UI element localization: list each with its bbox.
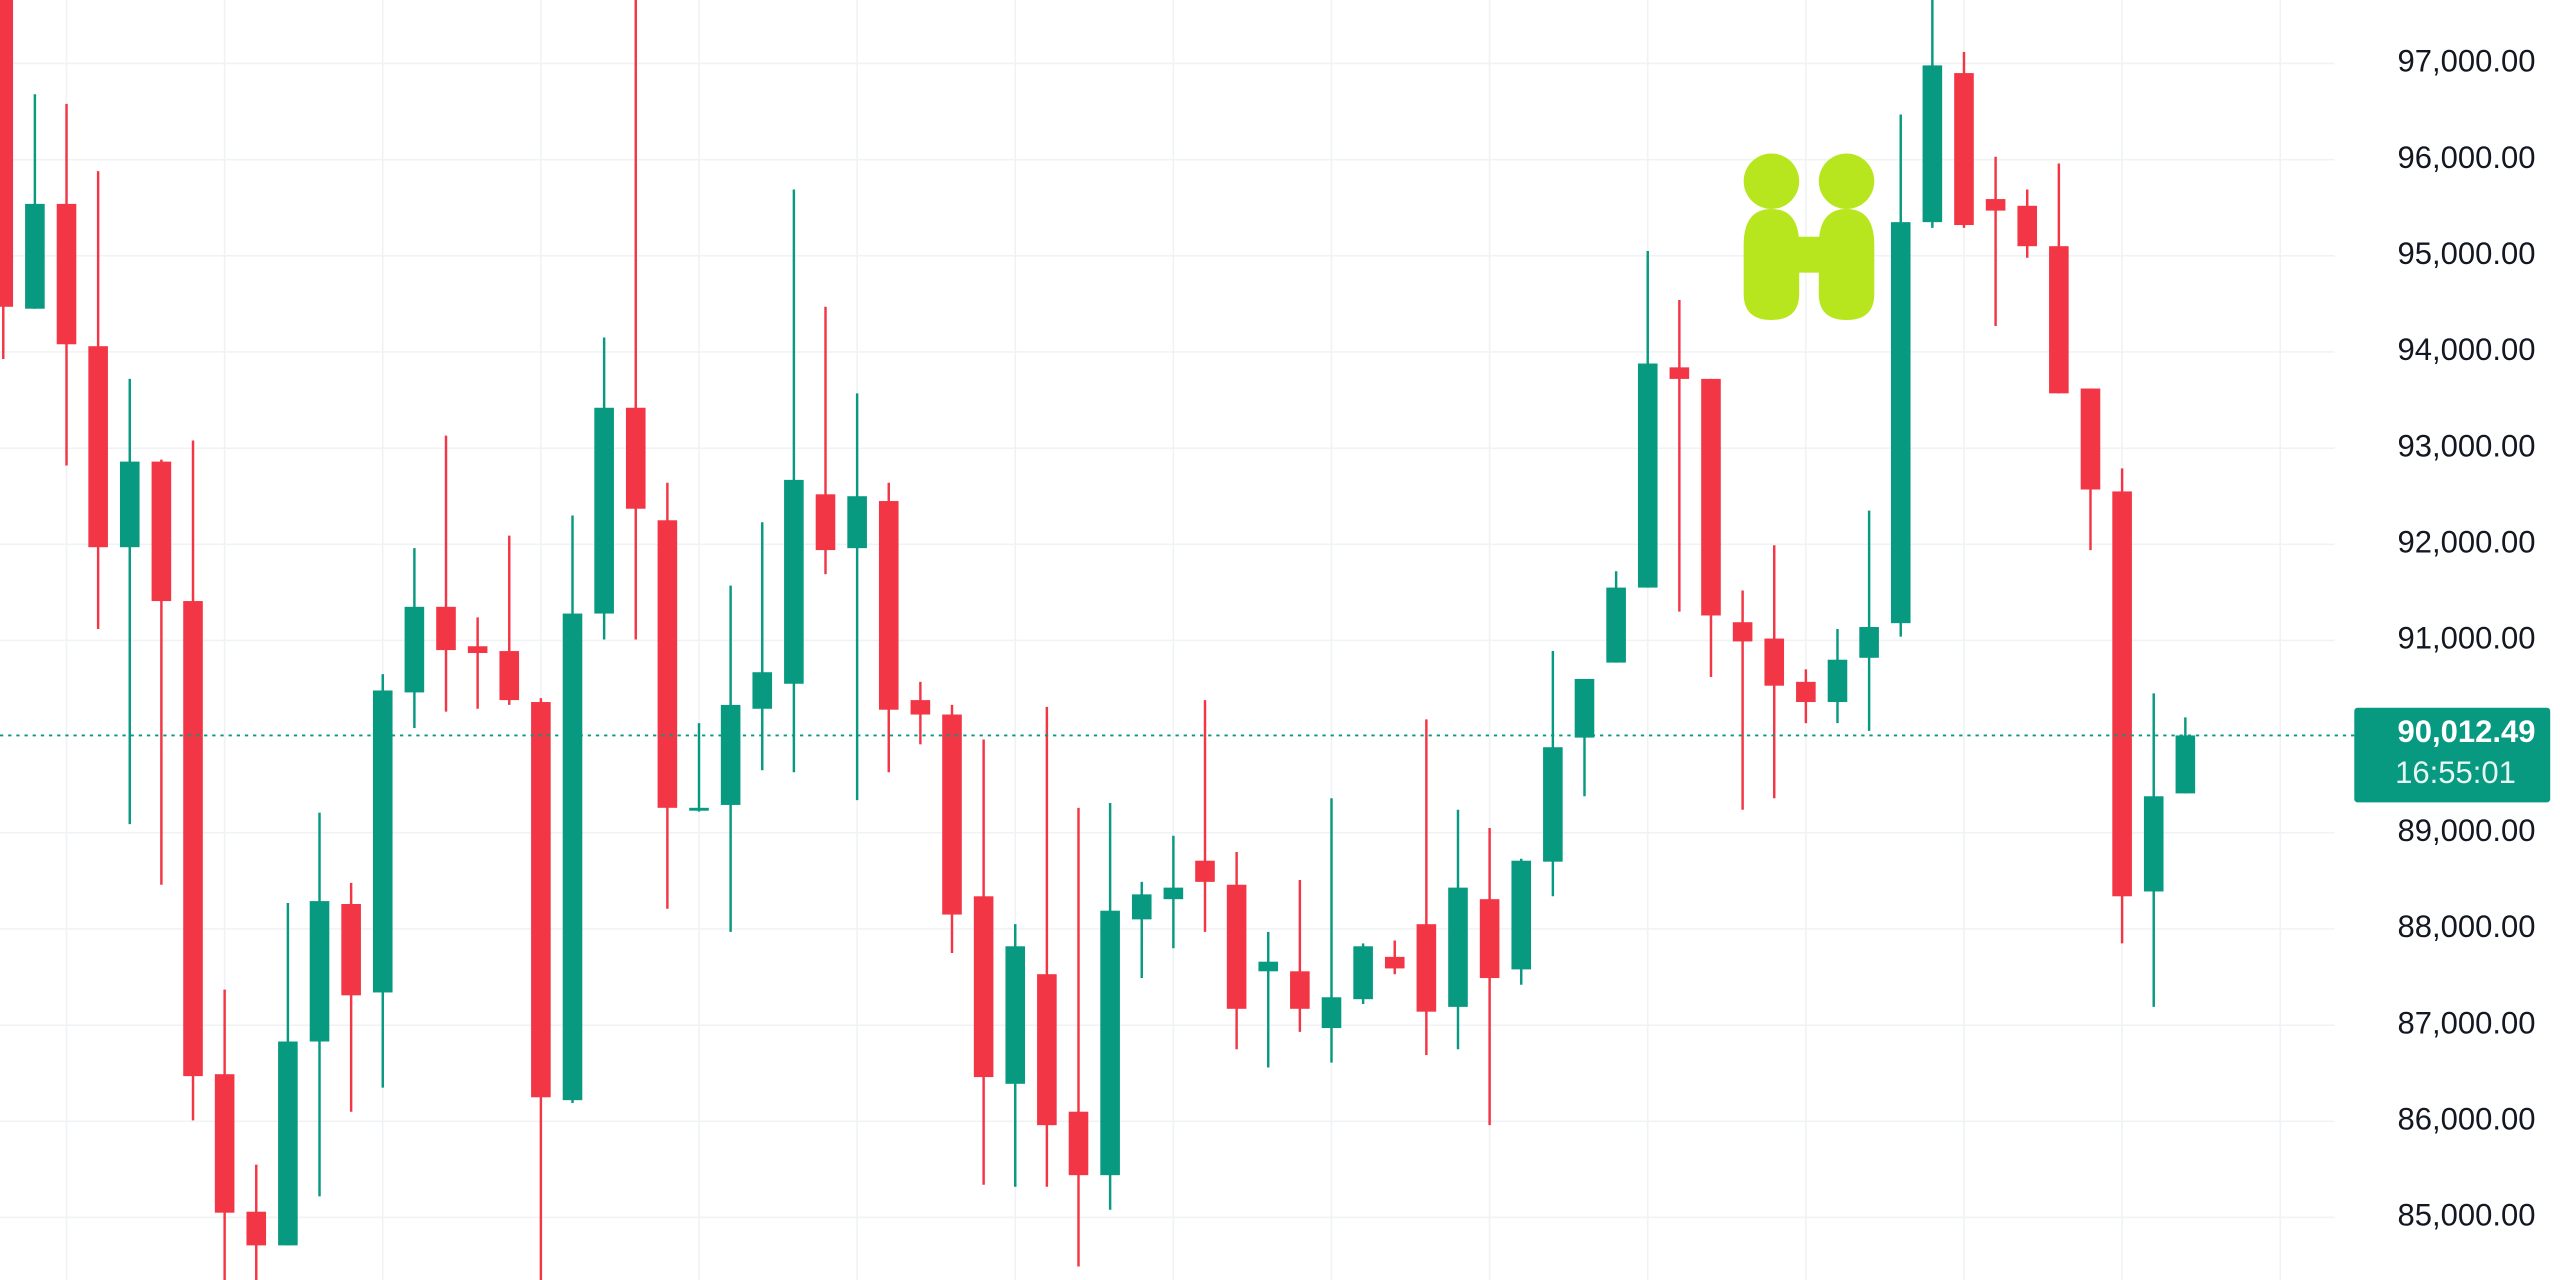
y-tick-label: 89,000.00 xyxy=(2398,813,2536,848)
candle-body xyxy=(1511,860,1532,970)
current-price-label: 90,012.49 xyxy=(2398,714,2536,749)
candle-body xyxy=(1131,894,1152,920)
logo-shape xyxy=(1789,236,1829,273)
y-tick-label: 93,000.00 xyxy=(2398,428,2536,463)
candle-body xyxy=(278,1041,298,1246)
candle-body xyxy=(784,479,804,684)
y-tick-label: 94,000.00 xyxy=(2398,332,2536,367)
candle-body xyxy=(1701,378,1721,616)
y-tick-label: 96,000.00 xyxy=(2398,140,2536,175)
candle-body xyxy=(56,203,77,345)
candle-body xyxy=(2112,491,2132,897)
candle-body xyxy=(973,896,994,1078)
candle-body xyxy=(720,704,741,805)
y-tick-label: 86,000.00 xyxy=(2398,1102,2536,1137)
candles xyxy=(0,0,2335,1280)
candle-body xyxy=(594,407,614,614)
candle-body xyxy=(752,672,773,709)
candle-body xyxy=(562,613,583,1101)
logo-dot xyxy=(1743,153,1800,209)
candle-body xyxy=(1226,884,1247,1009)
candle-body xyxy=(1195,860,1215,882)
candle-body xyxy=(1764,638,1785,686)
candle-body xyxy=(1796,681,1816,703)
candle-body xyxy=(1384,956,1405,969)
candle-body xyxy=(2080,388,2101,490)
candle-body xyxy=(1637,363,1658,588)
candle-body xyxy=(1258,961,1279,972)
candle-body xyxy=(1321,997,1342,1029)
candle-body xyxy=(625,407,646,509)
candle-body xyxy=(246,1211,267,1246)
candle-body xyxy=(2017,205,2038,247)
candle-body xyxy=(878,501,899,710)
candle-body xyxy=(1890,222,1911,624)
y-tick-label: 87,000.00 xyxy=(2398,1005,2536,1040)
candle-body xyxy=(1163,887,1184,900)
candle-body xyxy=(1954,73,1974,226)
y-tick-label: 85,000.00 xyxy=(2398,1198,2536,1233)
logo xyxy=(1743,153,1875,320)
candle-body xyxy=(1005,946,1026,1084)
candle-body xyxy=(1448,887,1468,1007)
candle-body xyxy=(815,494,836,551)
y-tick-label: 91,000.00 xyxy=(2398,621,2536,656)
candle-body xyxy=(467,646,488,653)
candle-body xyxy=(25,203,45,309)
candle-body xyxy=(183,601,203,1077)
candle-body xyxy=(910,700,931,715)
candle-body xyxy=(0,0,14,307)
candle-body xyxy=(2143,796,2164,892)
candle-body xyxy=(499,651,520,701)
candle-body xyxy=(1543,747,1563,862)
candle-body xyxy=(341,903,361,996)
candle-body xyxy=(1068,1111,1089,1176)
y-tick-label: 97,000.00 xyxy=(2398,44,2536,79)
candle-body xyxy=(372,690,393,993)
logo-shape xyxy=(1818,208,1875,320)
candle-body xyxy=(2049,246,2069,394)
candle-body xyxy=(1037,974,1057,1126)
candle-body xyxy=(1479,899,1500,979)
candle-body xyxy=(689,807,709,811)
y-tick-label: 92,000.00 xyxy=(2398,525,2536,560)
candle-body xyxy=(404,606,425,693)
candle-body xyxy=(88,346,108,548)
candle-body xyxy=(309,901,330,1042)
candle-body xyxy=(531,702,551,1098)
candle-body xyxy=(1353,946,1373,1000)
candle-body xyxy=(657,520,678,808)
logo-dot xyxy=(1818,153,1875,209)
y-tick-label: 88,000.00 xyxy=(2398,909,2536,944)
price-label-box xyxy=(2354,707,2551,803)
candle-body xyxy=(151,461,172,602)
logo-shape xyxy=(1743,208,1800,320)
candle-body xyxy=(1732,622,1753,642)
candle-body xyxy=(1416,924,1437,1012)
candle-body xyxy=(1290,971,1310,1009)
candle-body xyxy=(119,461,140,548)
candle-body xyxy=(436,606,456,651)
candle-body xyxy=(942,714,962,915)
candle-body xyxy=(2175,735,2196,794)
y-tick-label: 95,000.00 xyxy=(2398,236,2536,271)
candle-body xyxy=(1574,678,1595,738)
candle-body xyxy=(1669,367,1690,379)
grid xyxy=(0,0,2335,1280)
candle-body xyxy=(1100,910,1120,1176)
candle-body xyxy=(1827,659,1848,703)
candle-body xyxy=(1922,65,1943,223)
y-axis: 85,000.00 86,000.00 87,000.00 88,000.00 89,0… xyxy=(2334,44,2551,1233)
candle-body xyxy=(1985,199,2006,211)
candle-body xyxy=(1859,627,1879,658)
countdown-label: 16:55:01 xyxy=(2395,755,2516,790)
candle-body xyxy=(847,496,867,549)
candle-body xyxy=(214,1074,235,1213)
candle-body xyxy=(1606,587,1626,663)
